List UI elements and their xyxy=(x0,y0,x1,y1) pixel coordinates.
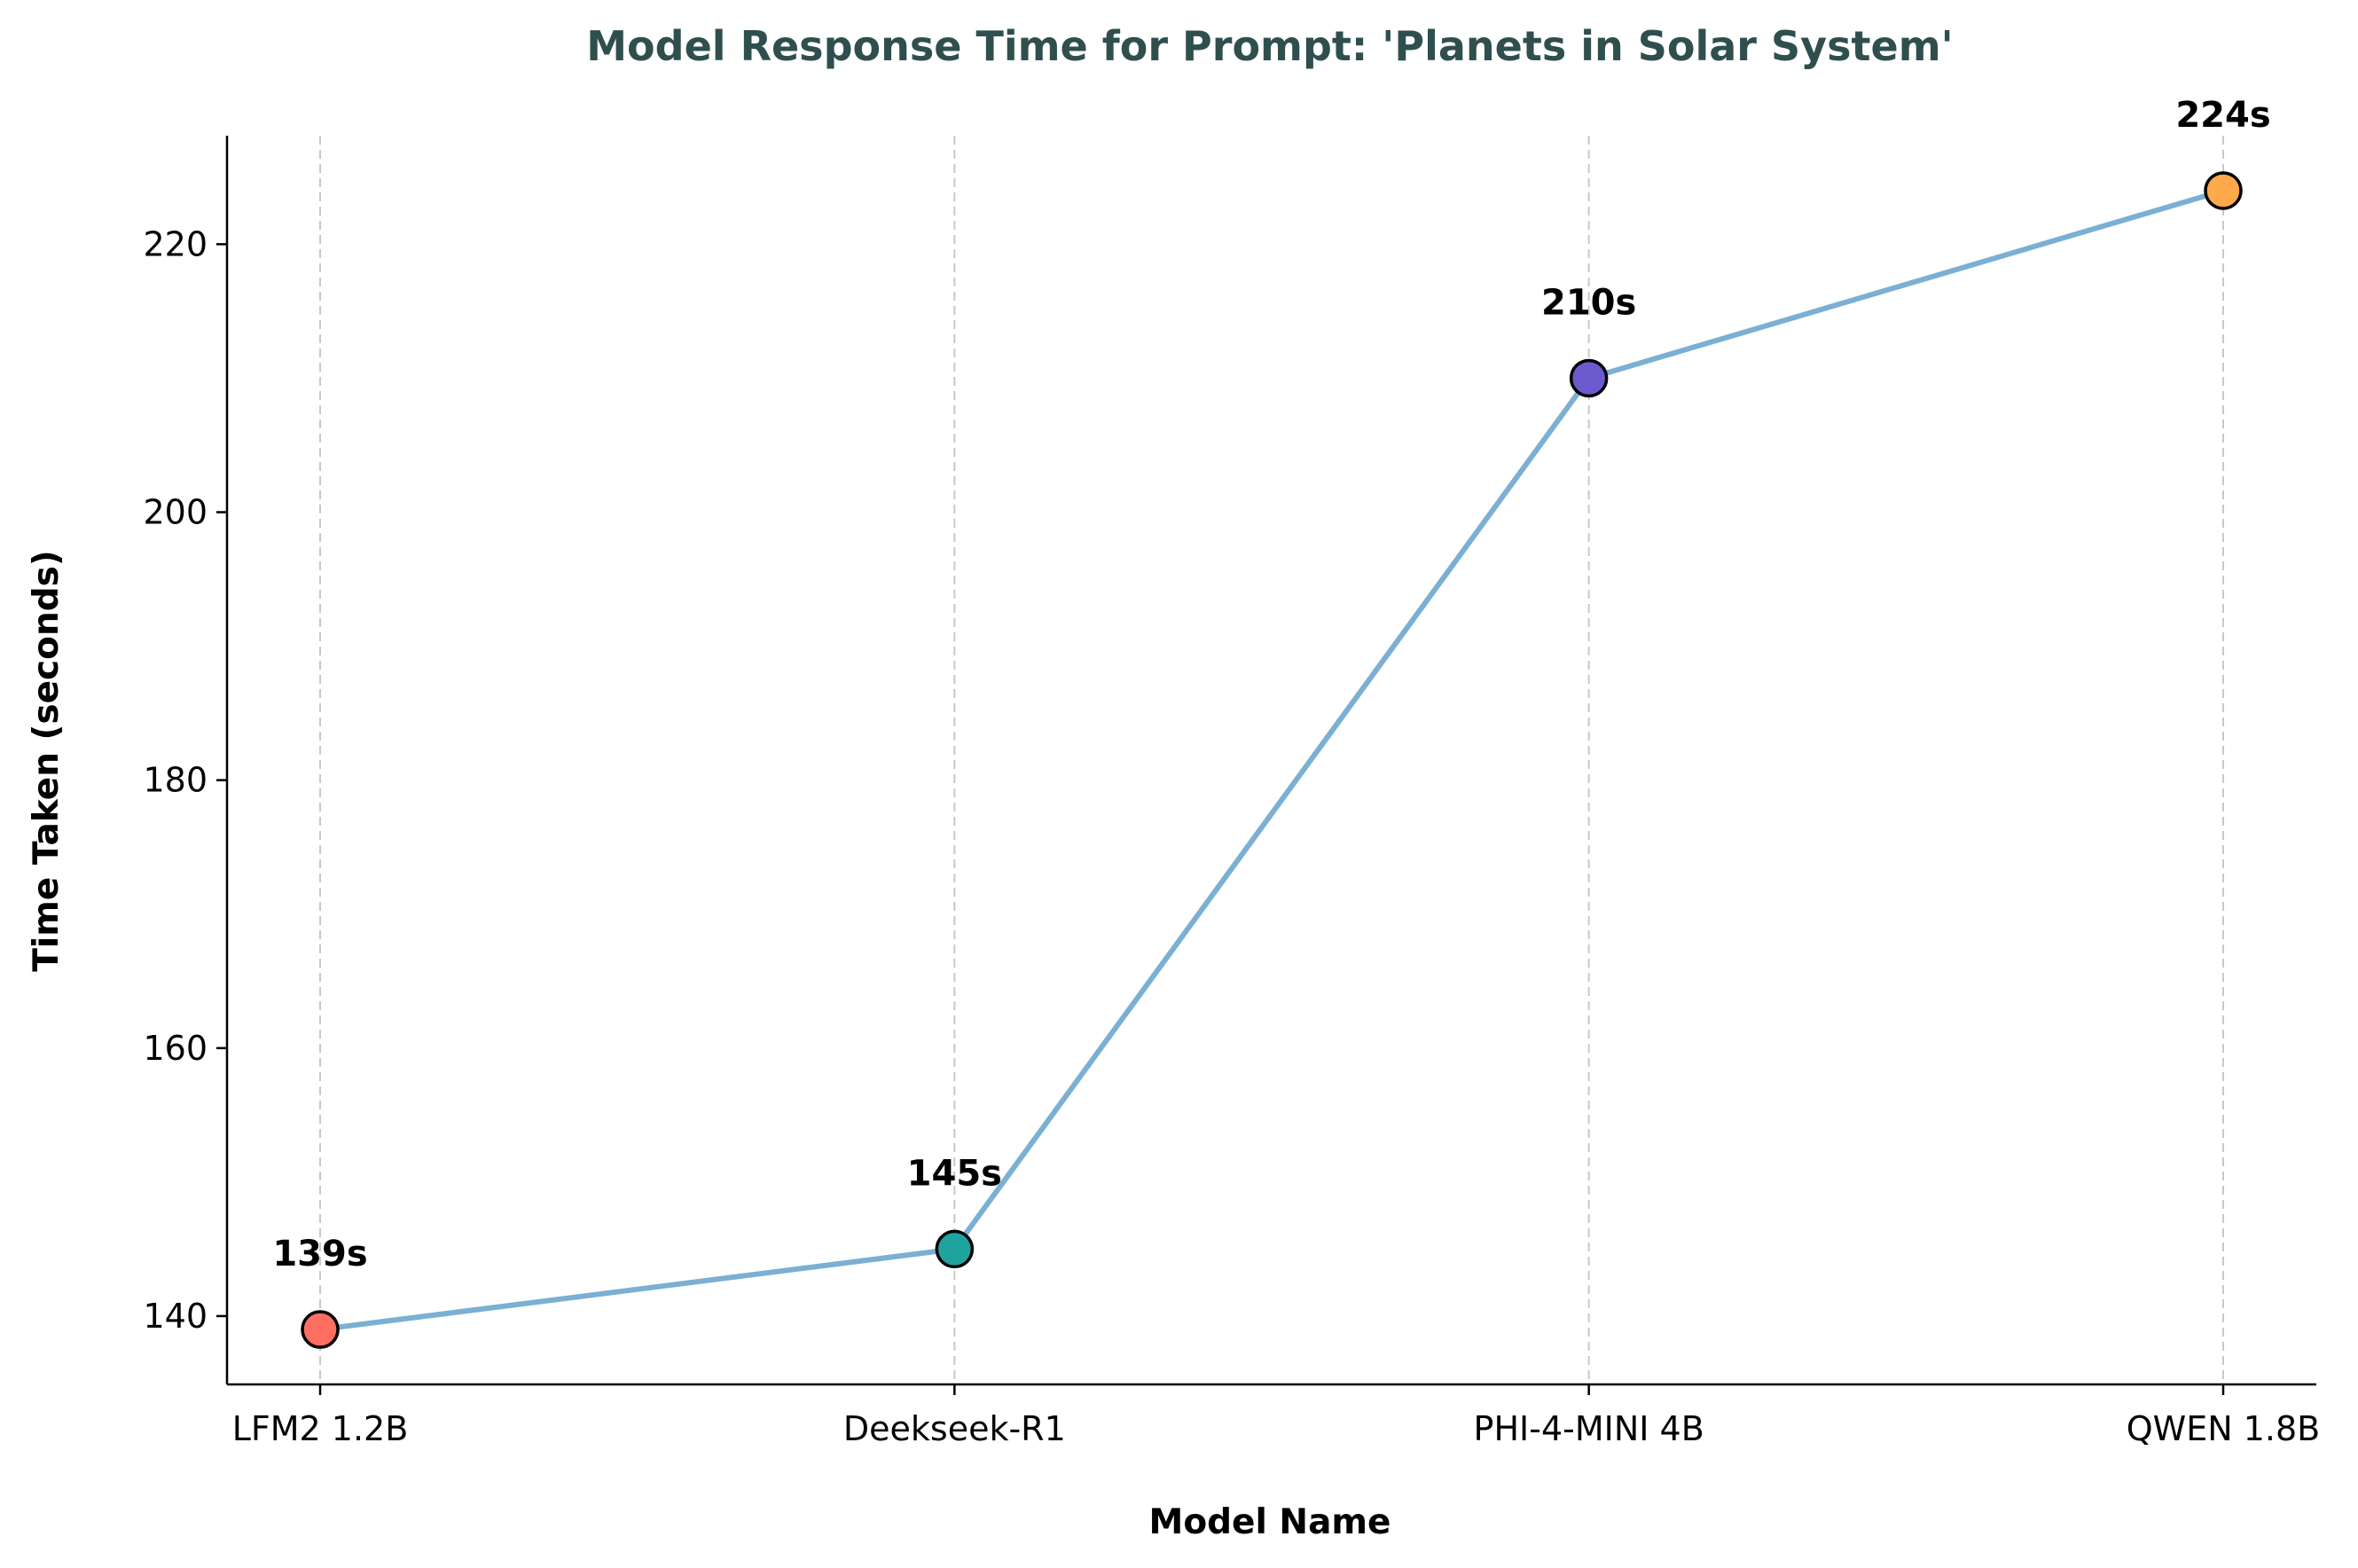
data-label: 210s xyxy=(1541,282,1636,323)
x-tick-label: LFM2 1.2B xyxy=(232,1409,409,1448)
series-line xyxy=(317,187,2226,1333)
data-label: 139s xyxy=(272,1234,367,1274)
data-point xyxy=(935,1229,975,1269)
y-tick-label: 200 xyxy=(143,493,208,532)
data-point xyxy=(301,1310,340,1349)
grid-lines xyxy=(319,136,2224,1384)
data-label: 145s xyxy=(907,1153,1002,1194)
y-tick-label: 180 xyxy=(143,761,208,800)
x-axis-label: Model Name xyxy=(1149,1502,1391,1542)
y-tick-label: 140 xyxy=(143,1297,208,1336)
x-tick-label: PHI-4-MINI 4B xyxy=(1474,1409,1704,1448)
data-point xyxy=(2204,171,2243,210)
chart-title: Model Response Time for Prompt: 'Planets… xyxy=(586,22,1953,70)
axes: 140 160 180 200 220 LFM2 1.2B Deekseek-R1 PHI-4… xyxy=(143,136,2320,1448)
series: 139s 145s 210s 224s xyxy=(272,95,2271,1349)
data-label: 224s xyxy=(2175,95,2270,136)
y-axis-label: Time Taken (seconds) xyxy=(27,550,67,971)
y-tick-label: 160 xyxy=(143,1029,208,1068)
y-tick-label: 220 xyxy=(143,224,208,263)
data-point xyxy=(1569,358,1609,398)
x-tick-label: QWEN 1.8B xyxy=(2127,1409,2321,1448)
x-tick-label: Deekseek-R1 xyxy=(843,1409,1066,1448)
